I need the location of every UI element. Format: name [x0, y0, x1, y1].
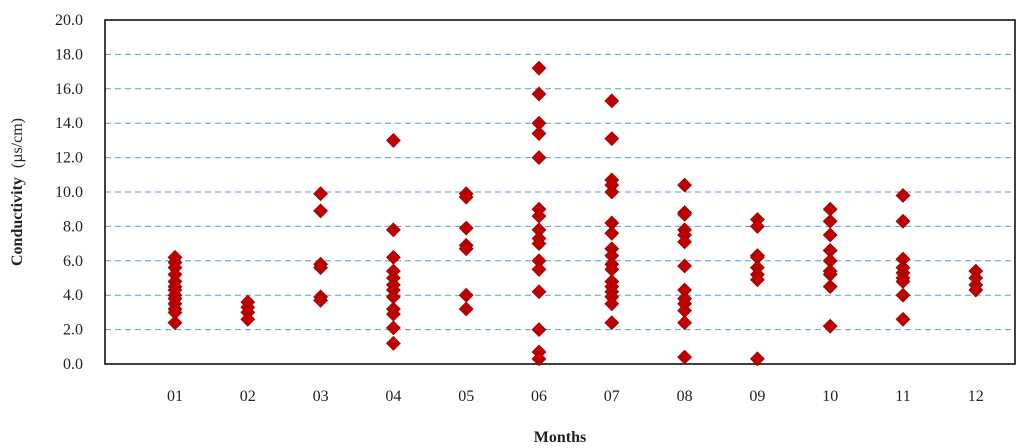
- data-point: [531, 126, 547, 141]
- data-point: [458, 287, 474, 303]
- data-point: [604, 184, 620, 200]
- data-point: [749, 351, 765, 367]
- data-point: [604, 225, 620, 241]
- data-point: [313, 292, 329, 308]
- x-tick-label: 11: [895, 388, 910, 405]
- data-point: [677, 234, 693, 250]
- data-point: [749, 272, 765, 288]
- data-point: [677, 177, 693, 193]
- data-point: [822, 279, 838, 295]
- y-tick-label: 4.0: [63, 287, 83, 304]
- y-tick-label: 8.0: [63, 218, 83, 235]
- data-point: [822, 318, 838, 334]
- data-point: [313, 186, 329, 202]
- x-tick-label: 02: [240, 388, 256, 405]
- y-tick-label: 10.0: [55, 184, 83, 201]
- gridlines: [105, 53, 1015, 331]
- data-point: [677, 349, 693, 365]
- x-tick-label: 09: [749, 388, 765, 405]
- x-tick-label: 04: [385, 388, 401, 405]
- y-axis-title-unit: (µs/cm): [9, 118, 26, 168]
- x-tick-label: 01: [167, 388, 183, 405]
- data-point: [385, 249, 401, 265]
- x-tick-label: 05: [458, 388, 474, 405]
- y-axis-ticks: 0.0 2.0 4.0 6.0 8.0 10.0 12.0 14.0 16.0 18.0 20.0: [55, 12, 83, 373]
- data-point: [458, 301, 474, 317]
- data-point: [458, 241, 474, 257]
- y-axis-title-main: Conductivity: [9, 177, 26, 266]
- x-axis-ticks: 01 02 03 04 05 06 07 08 09 10 11 12: [167, 388, 984, 405]
- data-point: [604, 93, 620, 109]
- plot-area: [104, 19, 1016, 365]
- data-point: [531, 322, 547, 338]
- data-point: [385, 320, 401, 336]
- data-point: [531, 351, 547, 367]
- data-point: [313, 260, 329, 276]
- data-point: [167, 315, 183, 331]
- data-point: [531, 60, 547, 76]
- x-tick-label: 03: [313, 388, 329, 405]
- data-point: [604, 296, 620, 312]
- y-tick-label: 20.0: [55, 12, 83, 29]
- x-axis-title: Months: [534, 429, 586, 446]
- x-tick-label: 12: [968, 388, 984, 405]
- data-point: [749, 218, 765, 234]
- data-point: [895, 213, 911, 229]
- y-tick-label: 12.0: [55, 150, 83, 167]
- data-point: [604, 315, 620, 331]
- data-point: [822, 227, 838, 243]
- data-point: [531, 150, 547, 166]
- data-point: [458, 220, 474, 236]
- data-point: [677, 258, 693, 274]
- data-point: [240, 311, 256, 327]
- data-point: [313, 203, 329, 219]
- y-tick-label: 2.0: [63, 322, 83, 339]
- data-point: [531, 86, 547, 102]
- data-point: [385, 222, 401, 238]
- y-tick-label: 0.0: [63, 356, 83, 373]
- y-tick-label: 16.0: [55, 81, 83, 98]
- y-axis-title: Conductivity (µs/cm): [9, 118, 26, 266]
- data-point: [968, 282, 984, 298]
- data-point: [458, 189, 474, 205]
- data-point: [895, 188, 911, 203]
- x-tick-label: 06: [531, 388, 547, 405]
- data-point: [604, 131, 620, 147]
- data-points: [167, 60, 984, 367]
- data-point: [385, 335, 401, 351]
- data-point: [385, 132, 401, 148]
- data-point: [531, 261, 547, 277]
- data-point: [895, 287, 911, 303]
- y-tick-label: 14.0: [55, 115, 83, 132]
- data-point: [531, 284, 547, 300]
- x-tick-label: 07: [604, 388, 620, 405]
- data-point: [895, 311, 911, 327]
- y-tick-label: 18.0: [55, 46, 83, 63]
- data-point: [677, 315, 693, 331]
- y-tick-label: 6.0: [63, 253, 83, 270]
- x-tick-label: 08: [677, 388, 693, 405]
- data-point: [531, 236, 547, 252]
- x-tick-label: 10: [822, 388, 838, 405]
- data-point: [677, 206, 693, 222]
